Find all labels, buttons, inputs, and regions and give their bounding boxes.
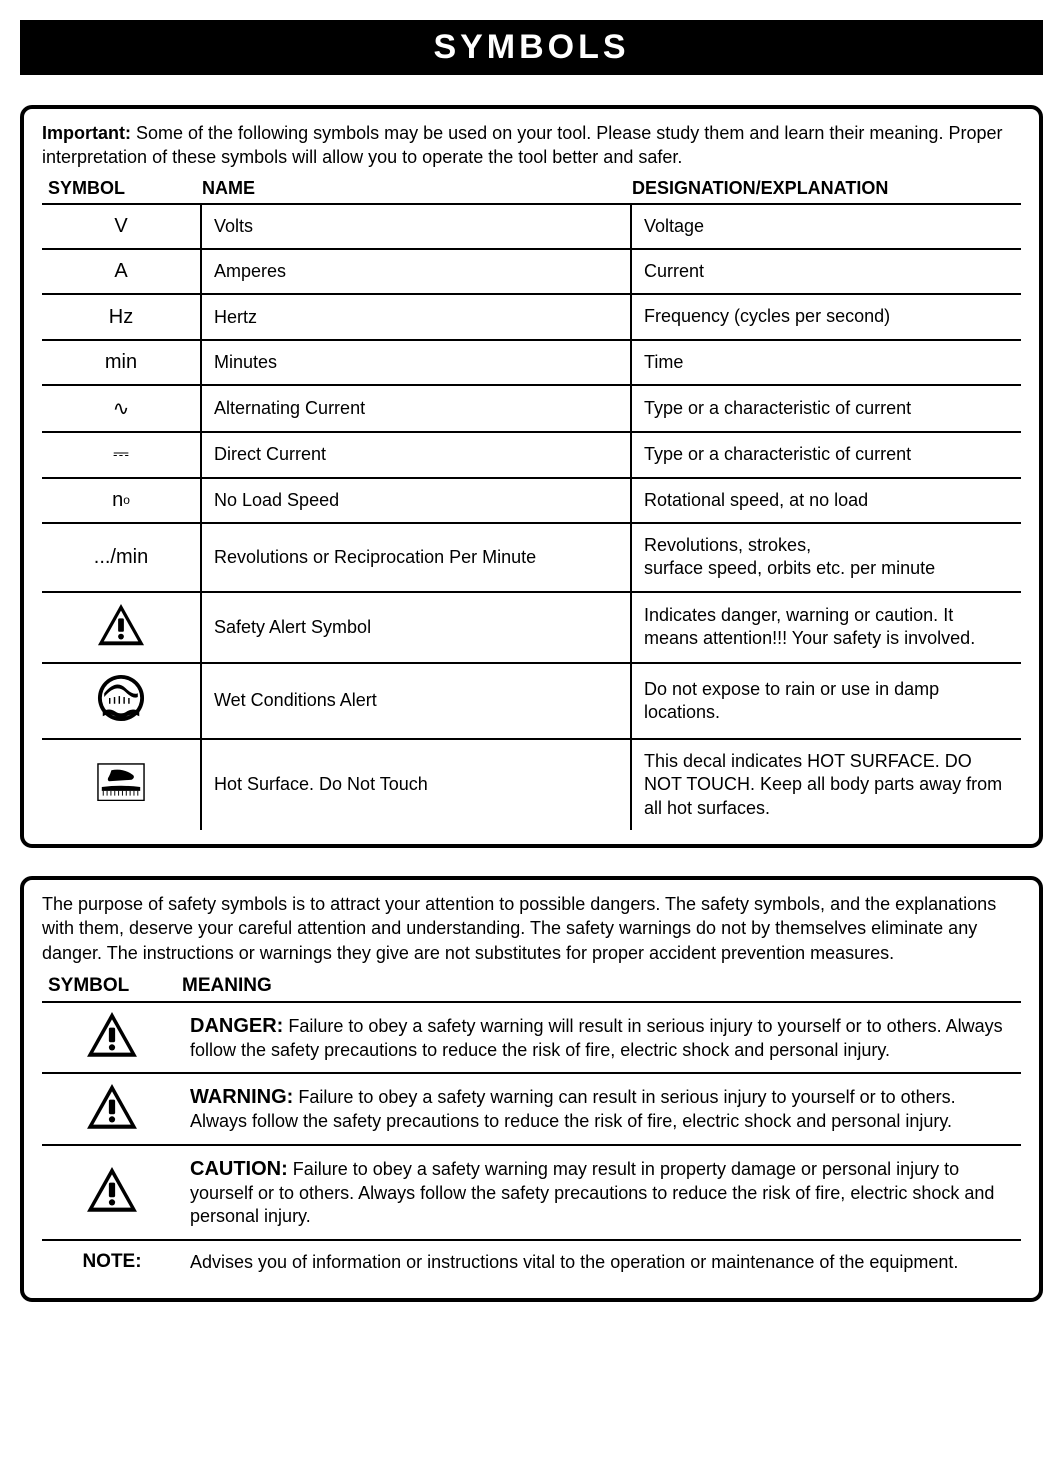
warning-label: DANGER:: [190, 1015, 283, 1037]
warning-symbol-cell: NOTE:: [42, 1243, 182, 1281]
warning-symbol-cell: [42, 1158, 182, 1227]
table-row: minMinutesTime: [42, 339, 1021, 384]
name-cell: Volts: [202, 205, 632, 248]
warning-row: DANGER: Failure to obey a safety warning…: [42, 1001, 1021, 1072]
table-row: AAmperesCurrent: [42, 248, 1021, 293]
symbol-cell: ⎓: [42, 433, 202, 476]
warning-text-cell: WARNING: Failure to obey a safety warnin…: [182, 1074, 1021, 1143]
description-cell: Indicates danger, warning or caution. It…: [632, 593, 1021, 662]
wet-icon: [97, 674, 145, 728]
warning-symbol-cell: [42, 1075, 182, 1144]
intro-body: Some of the following symbols may be use…: [42, 123, 1002, 167]
warning-text-cell: DANGER: Failure to obey a safety warning…: [182, 1003, 1021, 1072]
name-cell: Hot Surface. Do Not Touch: [202, 740, 632, 830]
purpose-text: The purpose of safety symbols is to attr…: [42, 892, 1021, 965]
description-cell: Time: [632, 341, 1021, 384]
description-cell: Do not expose to rain or use in damp loc…: [632, 664, 1021, 738]
alert-icon: [86, 1166, 138, 1219]
page-title-bar: SYMBOLS: [20, 20, 1043, 75]
table2-headers: SYMBOL MEANING: [42, 975, 1021, 997]
name-cell: Hertz: [202, 295, 632, 338]
symbol-cell: no: [42, 479, 202, 522]
alert-icon: [86, 1083, 138, 1136]
warning-text-cell: Advises you of information or instructio…: [182, 1241, 1021, 1284]
header-symbol: SYMBOL: [42, 178, 202, 199]
table-row: Wet Conditions AlertDo not expose to rai…: [42, 662, 1021, 738]
table-row: .../minRevolutions or Reciprocation Per …: [42, 522, 1021, 591]
table-row: ∿Alternating CurrentType or a characteri…: [42, 384, 1021, 431]
header2-symbol: SYMBOL: [42, 975, 182, 997]
description-cell: Type or a characteristic of current: [632, 386, 1021, 431]
warning-row: NOTE:Advises you of information or instr…: [42, 1239, 1021, 1284]
name-cell: Wet Conditions Alert: [202, 664, 632, 738]
description-cell: Frequency (cycles per second): [632, 295, 1021, 338]
warning-body: Failure to obey a safety warning may res…: [190, 1159, 994, 1226]
description-cell: Voltage: [632, 205, 1021, 248]
table-row: Safety Alert SymbolIndicates danger, war…: [42, 591, 1021, 662]
name-cell: No Load Speed: [202, 479, 632, 522]
symbol-cell: [42, 664, 202, 738]
symbol-cell: min: [42, 341, 202, 384]
warning-symbol-cell: [42, 1003, 182, 1072]
symbol-cell: V: [42, 205, 202, 248]
warnings-panel: The purpose of safety symbols is to attr…: [20, 876, 1043, 1302]
symbol-cell: A: [42, 250, 202, 293]
warning-body: Failure to obey a safety warning can res…: [190, 1087, 956, 1131]
symbols-panel: Important: Some of the following symbols…: [20, 105, 1043, 848]
hot-icon: [97, 763, 145, 807]
table-row: VVoltsVoltage: [42, 203, 1021, 248]
symbol-cell: .../min: [42, 524, 202, 591]
warning-row: WARNING: Failure to obey a safety warnin…: [42, 1072, 1021, 1143]
symbol-cell: [42, 593, 202, 662]
name-cell: Alternating Current: [202, 386, 632, 431]
name-cell: Revolutions or Reciprocation Per Minute: [202, 524, 632, 591]
name-cell: Amperes: [202, 250, 632, 293]
description-cell: Type or a characteristic of current: [632, 433, 1021, 476]
header-name: NAME: [202, 178, 632, 199]
description-cell: Revolutions, strokes, surface speed, orb…: [632, 524, 1021, 591]
symbol-cell: ∿: [42, 386, 202, 431]
name-cell: Minutes: [202, 341, 632, 384]
name-cell: Direct Current: [202, 433, 632, 476]
description-cell: Rotational speed, at no load: [632, 479, 1021, 522]
table1-headers: SYMBOL NAME DESIGNATION/EXPLANATION: [42, 178, 1021, 199]
alert-icon: [86, 1011, 138, 1064]
table-row: HzHertzFrequency (cycles per second): [42, 293, 1021, 338]
warning-text-cell: CAUTION: Failure to obey a safety warnin…: [182, 1146, 1021, 1239]
warning-label: CAUTION:: [190, 1158, 288, 1180]
table-row: ⎓Direct CurrentType or a characteristic …: [42, 431, 1021, 476]
warnings-table: DANGER: Failure to obey a safety warning…: [42, 1001, 1021, 1284]
warning-body: Failure to obey a safety warning will re…: [190, 1016, 1003, 1060]
warning-row: CAUTION: Failure to obey a safety warnin…: [42, 1144, 1021, 1239]
description-cell: Current: [632, 250, 1021, 293]
warning-label: WARNING:: [190, 1086, 293, 1108]
page-title: SYMBOLS: [433, 28, 629, 66]
description-cell: This decal indicates HOT SURFACE. DO NOT…: [632, 740, 1021, 830]
alert-icon: [97, 603, 145, 652]
symbol-cell: Hz: [42, 295, 202, 338]
table-row: Hot Surface. Do Not TouchThis decal indi…: [42, 738, 1021, 830]
intro-text: Important: Some of the following symbols…: [42, 121, 1021, 170]
table-row: noNo Load SpeedRotational speed, at no l…: [42, 477, 1021, 522]
header2-meaning: MEANING: [182, 975, 1021, 997]
intro-bold: Important:: [42, 123, 131, 143]
symbols-table: VVoltsVoltageAAmperesCurrentHzHertzFrequ…: [42, 203, 1021, 830]
symbol-cell: [42, 740, 202, 830]
name-cell: Safety Alert Symbol: [202, 593, 632, 662]
header-designation: DESIGNATION/EXPLANATION: [632, 178, 1021, 199]
